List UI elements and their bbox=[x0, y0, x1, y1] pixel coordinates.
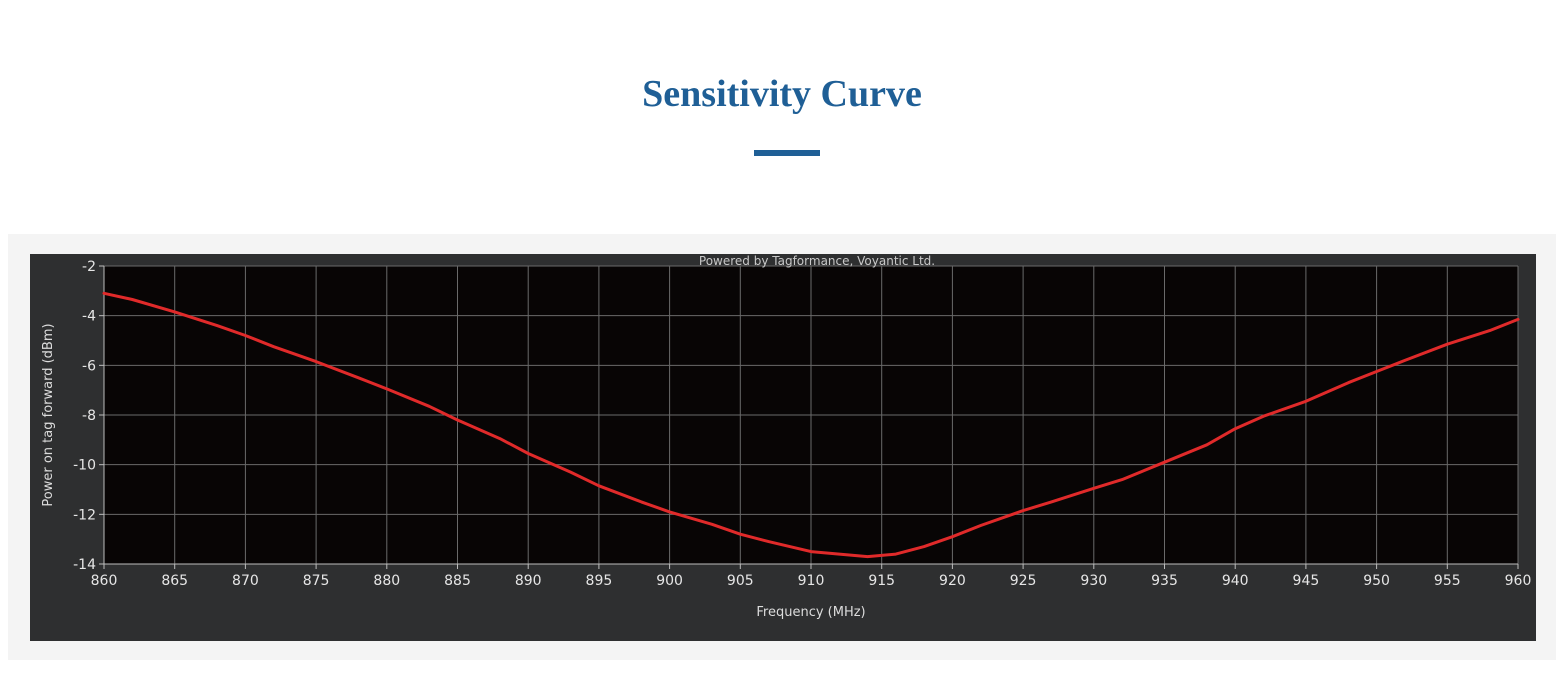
x-tick-label: 890 bbox=[515, 573, 542, 589]
section-title: Sensitivity Curve bbox=[642, 73, 922, 115]
x-tick-label: 870 bbox=[232, 573, 259, 589]
y-axis-label: Power on tag forward (dBm) bbox=[41, 323, 56, 506]
x-tick-label: 915 bbox=[868, 573, 895, 589]
x-axis-label: Frequency (MHz) bbox=[756, 605, 865, 620]
x-tick-label: 960 bbox=[1505, 573, 1532, 589]
chart-title: Powered by Tagformance, Voyantic Ltd. bbox=[699, 254, 935, 268]
x-tick-label: 935 bbox=[1151, 573, 1178, 589]
x-tick-label: 885 bbox=[444, 573, 471, 589]
x-tick-label: 925 bbox=[1010, 573, 1037, 589]
series-line-sensitivity bbox=[102, 291, 1520, 559]
y-tick-label: -14 bbox=[73, 557, 96, 573]
x-tick-label: 875 bbox=[303, 573, 330, 589]
y-tick-label: -10 bbox=[73, 458, 96, 474]
x-tick-label: 950 bbox=[1363, 573, 1390, 589]
title-underline bbox=[754, 150, 820, 156]
x-tick-label: 955 bbox=[1434, 573, 1461, 589]
x-tick-label: 930 bbox=[1080, 573, 1107, 589]
sensitivity-chart: 860 865 870 875 880 885 890 895 900 905 910 915 920 9… bbox=[30, 254, 1536, 641]
y-tick-label: -2 bbox=[82, 259, 96, 275]
x-tick-label: 945 bbox=[1293, 573, 1320, 589]
x-tick-label: 865 bbox=[161, 573, 188, 589]
x-tick-label: 940 bbox=[1222, 573, 1249, 589]
grid-lines bbox=[103, 265, 1519, 565]
x-tick-label: 860 bbox=[91, 573, 118, 589]
x-tick-label: 900 bbox=[656, 573, 683, 589]
x-tick-label: 905 bbox=[727, 573, 754, 589]
x-tick-label: 920 bbox=[939, 573, 966, 589]
chart-frame: 860 865 870 875 880 885 890 895 900 905 910 915 920 9… bbox=[8, 234, 1556, 660]
x-tick-label: 880 bbox=[373, 573, 400, 589]
y-tick-label: -6 bbox=[82, 358, 96, 374]
y-tick-label: -4 bbox=[82, 309, 96, 325]
series-layer bbox=[102, 291, 1520, 559]
x-tick-label: 895 bbox=[586, 573, 613, 589]
axis-ticks: 860 865 870 875 880 885 890 895 900 905 910 915 920 9… bbox=[73, 259, 1531, 589]
y-tick-label: -8 bbox=[82, 408, 96, 424]
y-tick-label: -12 bbox=[73, 507, 96, 523]
x-tick-label: 910 bbox=[798, 573, 825, 589]
